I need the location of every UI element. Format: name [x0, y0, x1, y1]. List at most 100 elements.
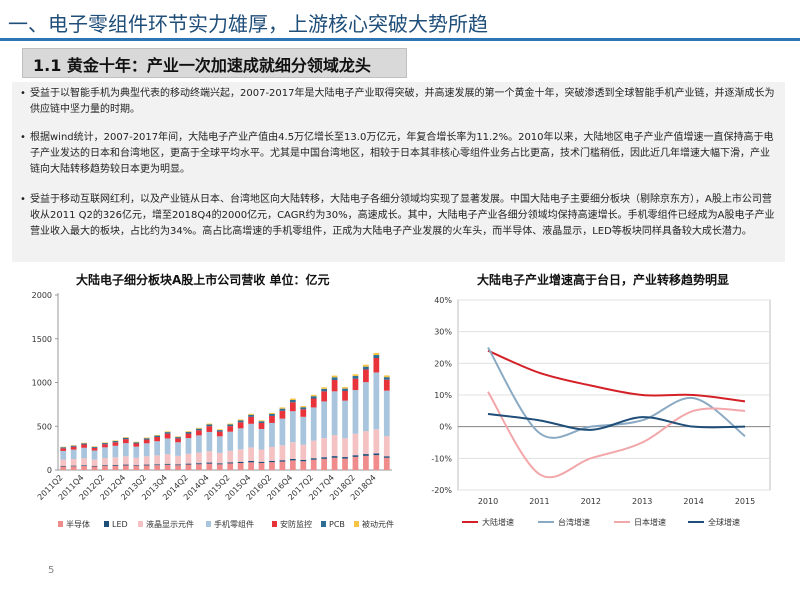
bar-segment [310, 396, 317, 399]
bar-segment [70, 446, 77, 450]
bar-segment [122, 437, 129, 438]
bar-segment [133, 446, 140, 458]
bar-segment [112, 465, 119, 470]
bar-segment [164, 454, 171, 464]
bar-segment [164, 464, 171, 470]
bar-segment [206, 431, 213, 452]
bar-segment [331, 435, 338, 457]
bar-segment [196, 452, 202, 464]
bullet-text-3: 受益于移动互联网红利，以及产业链从日本、台湾地区向大陆转移，大陆电子各细分领域均… [30, 194, 775, 237]
bar-segment [227, 431, 234, 451]
bar-segment [122, 465, 129, 470]
bar-segment [310, 458, 317, 460]
bar-segment [237, 461, 244, 463]
line-y-tick-label: 20% [434, 359, 452, 368]
bar-segment [70, 449, 77, 460]
bar-legend-swatch [272, 521, 277, 527]
bar-segment [237, 420, 244, 423]
bar-segment [321, 458, 328, 470]
bar-segment [154, 441, 161, 456]
bar-segment [269, 462, 275, 470]
bar-segment [352, 456, 359, 470]
bar-segment [352, 455, 359, 457]
bar-segment [70, 445, 77, 446]
bar-y-tick-label: 1000 [32, 379, 52, 388]
section-title: 1.1 黄金十年：产业一次加速成就细分领域龙头 [33, 56, 371, 75]
bar-segment [227, 426, 234, 432]
bar-segment [133, 442, 140, 444]
bar-segment [60, 446, 67, 448]
bar-segment [289, 402, 296, 412]
bar-segment [164, 432, 171, 434]
bullet-item-2: 根据wind统计，2007-2017年间，大陆电子产业产值由4.5万亿增长至13… [20, 130, 775, 178]
bar-segment [269, 460, 275, 463]
bar-segment [206, 451, 213, 463]
line-legend-label: 全球增速 [708, 517, 740, 527]
line-y-tick-label: 0% [439, 423, 452, 432]
bar-segment [269, 446, 275, 461]
bar-segment [91, 446, 98, 447]
bullet-item-3: 受益于移动互联网红利，以及产业链从日本、台湾地区向大陆转移，大陆电子各细分领域均… [20, 192, 775, 240]
bar-segment [196, 464, 202, 470]
bar-segment [258, 423, 265, 429]
bar-segment [164, 438, 171, 455]
bar-segment [321, 457, 328, 459]
bar-segment [143, 437, 150, 439]
bar-segment [206, 423, 213, 425]
bar-segment [300, 409, 307, 417]
bar-segment [227, 450, 234, 463]
bar-segment [81, 466, 87, 470]
bar-segment [185, 453, 192, 464]
bar-segment [310, 394, 317, 397]
bar-segment [154, 455, 161, 465]
bar-segment [248, 462, 254, 470]
bar-segment [185, 431, 192, 433]
bar-segment [279, 418, 286, 446]
bar-legend-label: 半导体 [66, 519, 90, 529]
bar-segment [289, 411, 296, 443]
bar-segment [321, 387, 328, 389]
bar-segment [164, 463, 171, 465]
bar-segment [91, 459, 98, 466]
bar-segment [133, 457, 140, 466]
line-legend-label: 日本增速 [634, 517, 666, 527]
bar-legend-swatch [104, 521, 109, 527]
bar-legend-label: 被动元件 [362, 519, 394, 529]
bar-segment [102, 465, 108, 466]
bar-segment [122, 443, 129, 457]
bar-segment [102, 447, 108, 459]
bar-segment [154, 434, 161, 436]
bar-segment [81, 442, 87, 444]
bar-segment [342, 457, 348, 459]
bar-segment [279, 460, 286, 462]
bar-segment [279, 408, 286, 411]
bar-segment [248, 460, 254, 463]
bar-segment [206, 462, 213, 464]
bar-segment [143, 438, 150, 440]
bar-segment [112, 457, 119, 466]
bar-segment [91, 466, 98, 470]
bar-segment [383, 436, 390, 457]
bar-segment [122, 456, 129, 465]
bar-segment [102, 465, 108, 470]
bar-legend-swatch [354, 521, 359, 527]
bar-segment [363, 455, 369, 470]
bar-segment [300, 407, 307, 410]
bar-segment [185, 438, 192, 454]
bar-segment [321, 388, 328, 392]
bar-segment [237, 463, 244, 470]
growth-line-chart: 大陆电子产业增速高于台日，产业转移趋势明显 -20% -10% 0% 10% 20% 30… [431, 272, 771, 527]
bar-segment [279, 410, 286, 419]
bar-segment [289, 458, 296, 461]
page-title: 一、电子零组件环节实力雄厚，上游核心突破大势所趋 [8, 12, 488, 36]
bar-y-tick-label: 1500 [32, 335, 52, 344]
bar-segment [143, 465, 150, 470]
bar-segment [91, 447, 98, 451]
bar-segment [70, 466, 77, 470]
bar-segment [383, 377, 390, 380]
bar-segment [175, 436, 181, 438]
section-banner: 1.1 黄金十年：产业一次加速成就细分领域龙头 [22, 48, 407, 78]
bar-segment [112, 465, 119, 466]
bar-segment [352, 378, 359, 391]
bar-segment [122, 439, 129, 444]
